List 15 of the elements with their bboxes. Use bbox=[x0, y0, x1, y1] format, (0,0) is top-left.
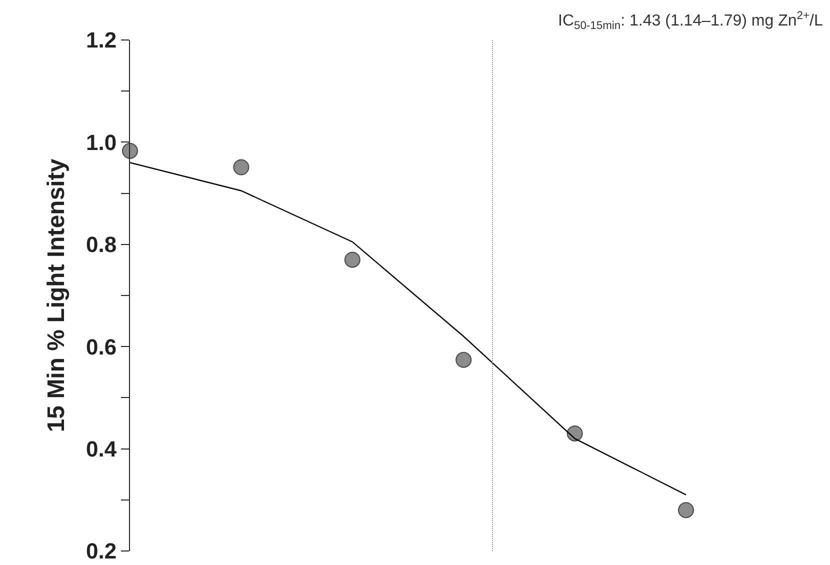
y-tick-label: 0.2 bbox=[86, 538, 117, 564]
point bbox=[456, 352, 472, 368]
line-series bbox=[130, 162, 687, 496]
point bbox=[566, 425, 583, 442]
y-tick-label: 0.4 bbox=[86, 436, 118, 462]
point bbox=[122, 142, 138, 159]
y-axis-title: 15 Min % Light Intensity bbox=[43, 158, 70, 432]
y-tick-label: 0.6 bbox=[86, 334, 117, 360]
point bbox=[344, 252, 360, 268]
y-tick-label: 0.8 bbox=[86, 232, 117, 258]
y-tick-label: 1.0 bbox=[86, 130, 117, 155]
text: IC$_{50-15min}$: 1.43 (1.14–1.79) mg Zn$^{2+}$/L bbox=[558, 10, 823, 32]
point bbox=[678, 502, 694, 518]
y-tick-label: 1.2 bbox=[86, 28, 117, 53]
point bbox=[233, 159, 250, 176]
